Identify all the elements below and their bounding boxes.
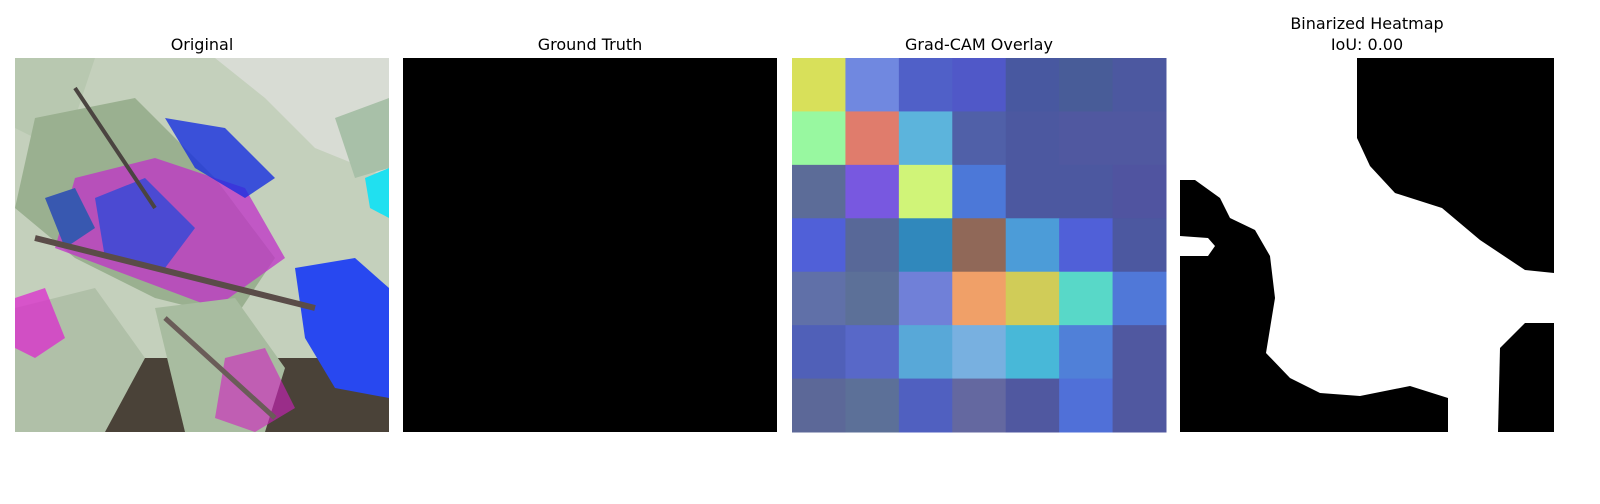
original-image <box>15 58 389 432</box>
heatmap-cell <box>845 325 900 380</box>
heatmap-cell <box>1059 271 1114 326</box>
heatmap-cell <box>845 111 900 166</box>
heatmap-cell <box>792 58 846 112</box>
heatmap-cell <box>1059 378 1114 433</box>
heatmap-cell <box>1059 218 1114 273</box>
heatmap-cell <box>1059 325 1114 380</box>
heatmap-cell <box>952 378 1007 433</box>
gradcam-image <box>792 58 1167 433</box>
heatmap-cell <box>1112 271 1167 326</box>
heatmap-cell <box>898 111 953 166</box>
heatmap-cell <box>1112 111 1167 166</box>
panel-title: Binarized Heatmap <box>1290 14 1443 33</box>
heatmap-cell <box>1112 58 1167 112</box>
heatmap-cell <box>1112 164 1167 219</box>
heatmap-cell <box>952 58 1007 112</box>
heatmap-cell <box>1005 325 1060 380</box>
heatmap-cell <box>1112 378 1167 433</box>
heatmap-cell <box>952 218 1007 273</box>
heatmap-cell <box>1005 111 1060 166</box>
heatmap-cell <box>898 325 953 380</box>
heatmap-cell <box>898 218 953 273</box>
heatmap-cell <box>952 164 1007 219</box>
heatmap-cell <box>1059 58 1114 112</box>
heatmap-cell <box>845 271 900 326</box>
heatmap-cell <box>952 325 1007 380</box>
heatmap-cell <box>1112 218 1167 273</box>
heatmap-cell <box>952 271 1007 326</box>
panel-metric: IoU: 0.00 <box>1331 35 1403 54</box>
heatmap-cell <box>1112 325 1167 380</box>
heatmap-cell <box>1005 58 1060 112</box>
heatmap-cell <box>1059 164 1114 219</box>
heatmap-cell <box>898 378 953 433</box>
panel-title: Grad-CAM Overlay <box>905 35 1053 54</box>
heatmap-cell <box>898 164 953 219</box>
heatmap-cell <box>952 111 1007 166</box>
heatmap-cell <box>1005 218 1060 273</box>
heatmap-cell <box>898 271 953 326</box>
panel-title: Ground Truth <box>538 35 643 54</box>
heatmap-cell <box>845 164 900 219</box>
heatmap-cell <box>845 58 900 112</box>
heatmap-cell <box>845 218 900 273</box>
heatmap-cell <box>1005 164 1060 219</box>
heatmap-cell <box>1059 111 1114 166</box>
ground-truth-image <box>403 58 777 432</box>
heatmap-cell <box>792 378 846 433</box>
heatmap-cell <box>1005 378 1060 433</box>
heatmap-cell <box>898 58 953 112</box>
binarized-image <box>1180 58 1554 432</box>
heatmap-cell <box>792 164 846 219</box>
heatmap-cell <box>1005 271 1060 326</box>
heatmap-cell <box>845 378 900 433</box>
panel-title: Original <box>171 35 234 54</box>
heatmap-cell <box>792 111 846 166</box>
heatmap-cell <box>792 271 846 326</box>
heatmap-cell <box>792 325 846 380</box>
heatmap-cell <box>792 218 846 273</box>
